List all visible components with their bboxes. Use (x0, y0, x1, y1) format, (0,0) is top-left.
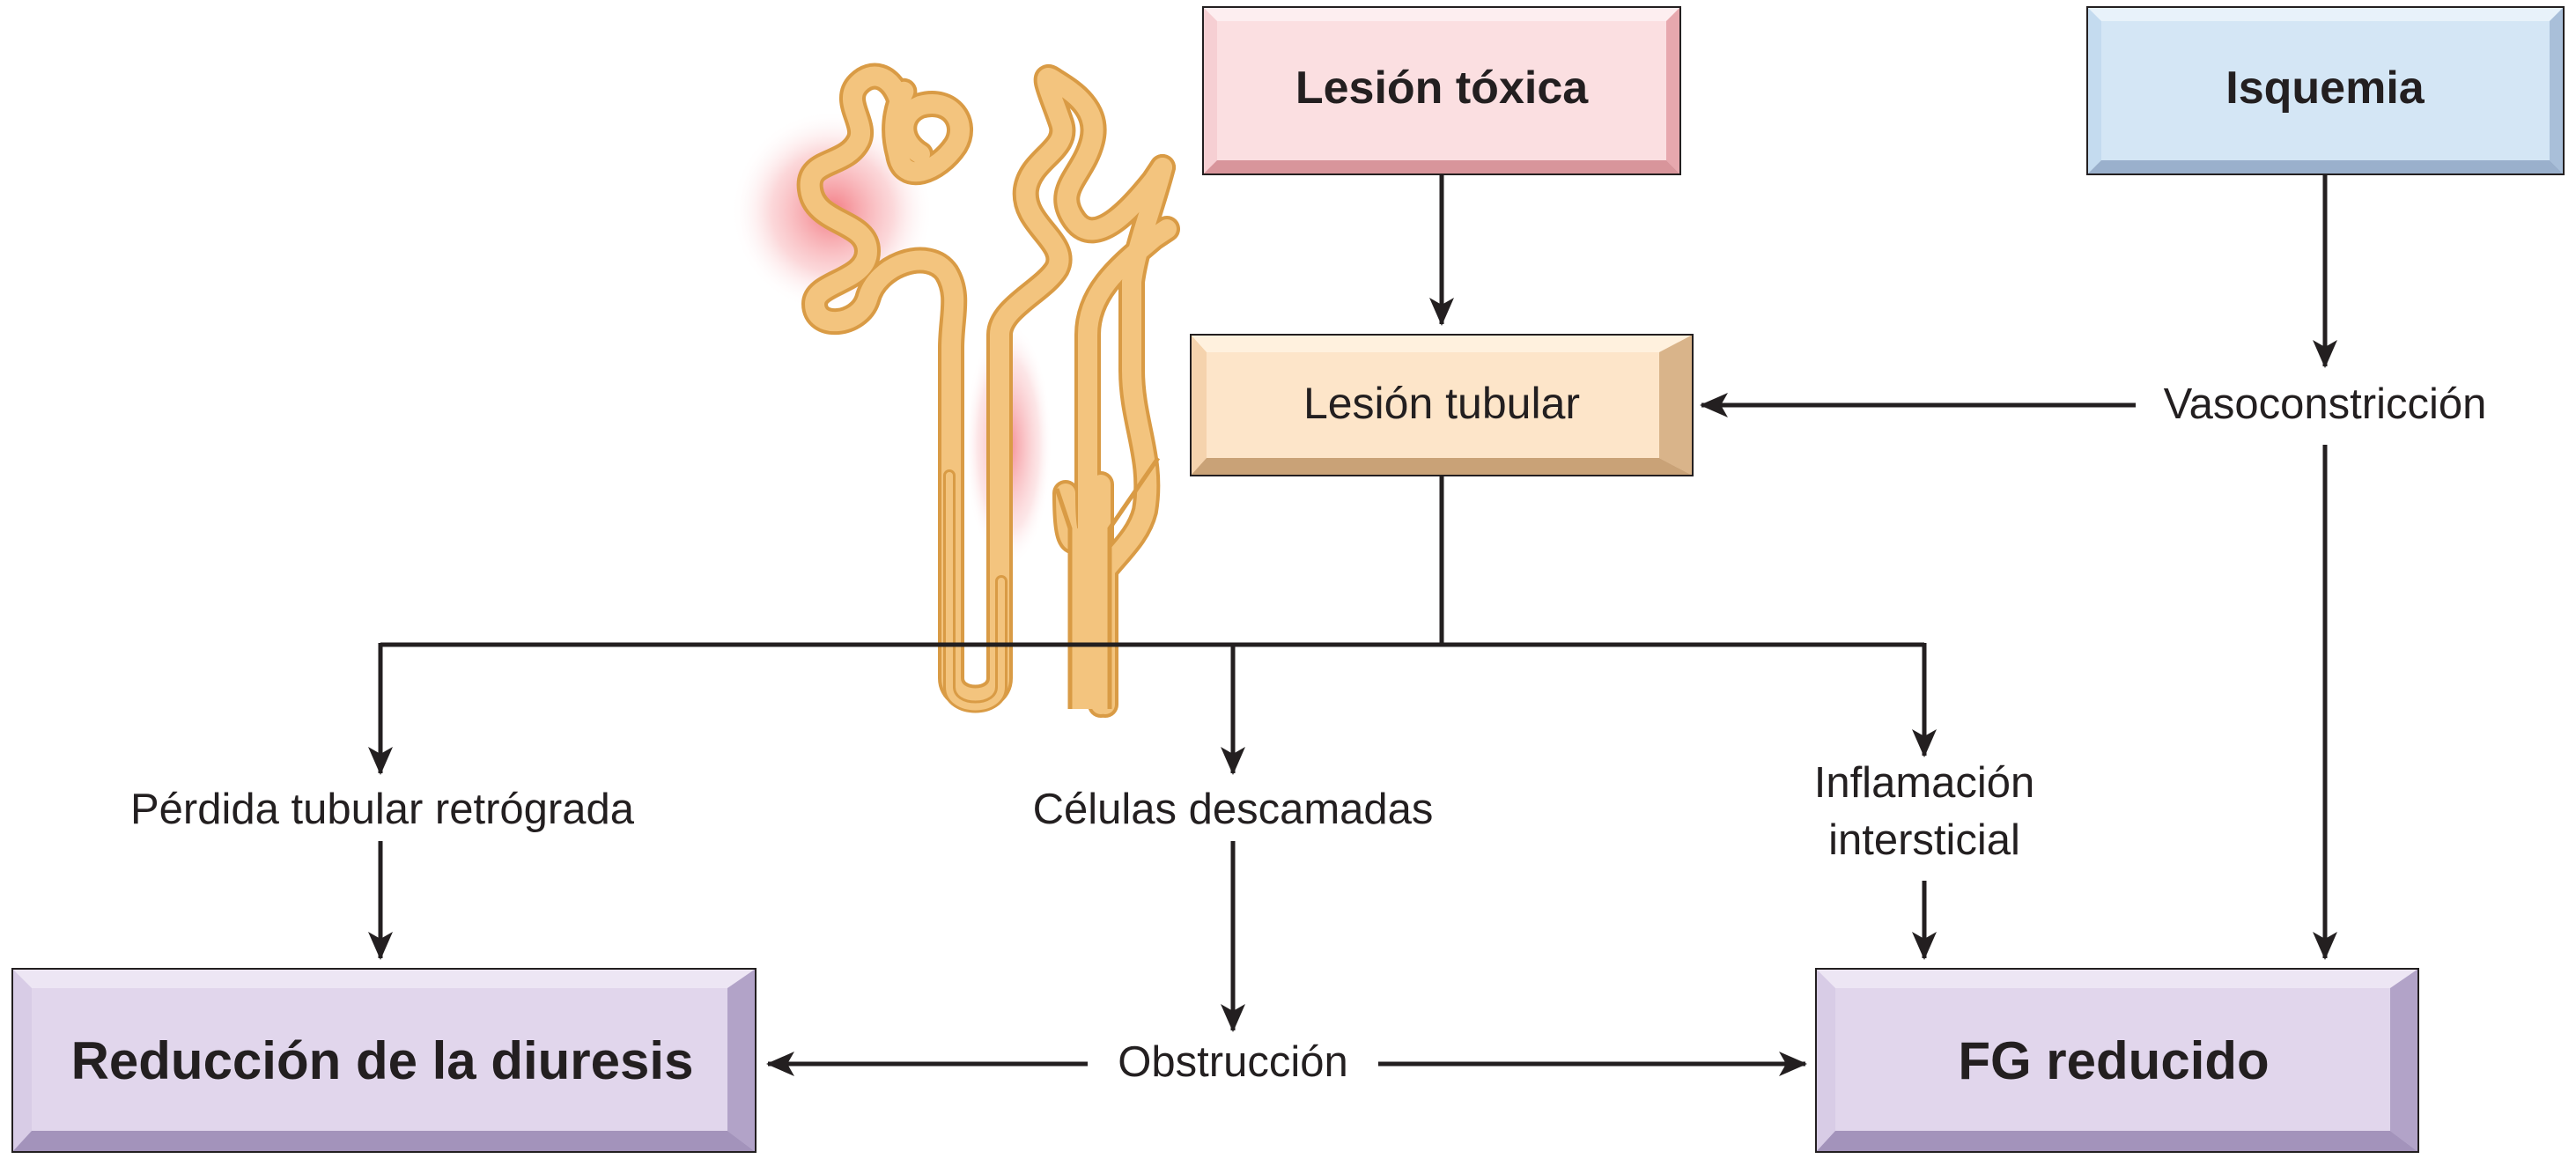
reduced-gfr-box: FG reducido (1815, 968, 2419, 1153)
connectors (368, 174, 2337, 1076)
ischemia-label: Isquemia (2225, 63, 2425, 114)
sloughed-cells-label: Células descamadas (1033, 786, 1434, 833)
ischemia-box: Isquemia (2086, 6, 2565, 175)
inflammation-label-line1: Inflamación (1814, 759, 2035, 807)
tubular-injury-label: Lesión tubular (1303, 379, 1580, 428)
obstruction-label: Obstrucción (1118, 1038, 1347, 1086)
toxic-injury-label: Lesión tóxica (1295, 63, 1589, 114)
reduced-urine-output-box: Reducción de la diuresis (11, 968, 757, 1153)
vasoconstriction-label: Vasoconstricción (2164, 380, 2487, 428)
toxic-injury-box: Lesión tóxica (1202, 6, 1681, 175)
backleak-label: Pérdida tubular retrógrada (130, 786, 635, 833)
inflammation-label-line2: intersticial (1828, 816, 2020, 864)
reduced-urine-output-label: Reducción de la diuresis (71, 1031, 694, 1090)
reduced-gfr-label: FG reducido (1958, 1031, 2269, 1090)
nephron-icon (731, 63, 1180, 718)
tubular-injury-box: Lesión tubular (1190, 334, 1694, 476)
